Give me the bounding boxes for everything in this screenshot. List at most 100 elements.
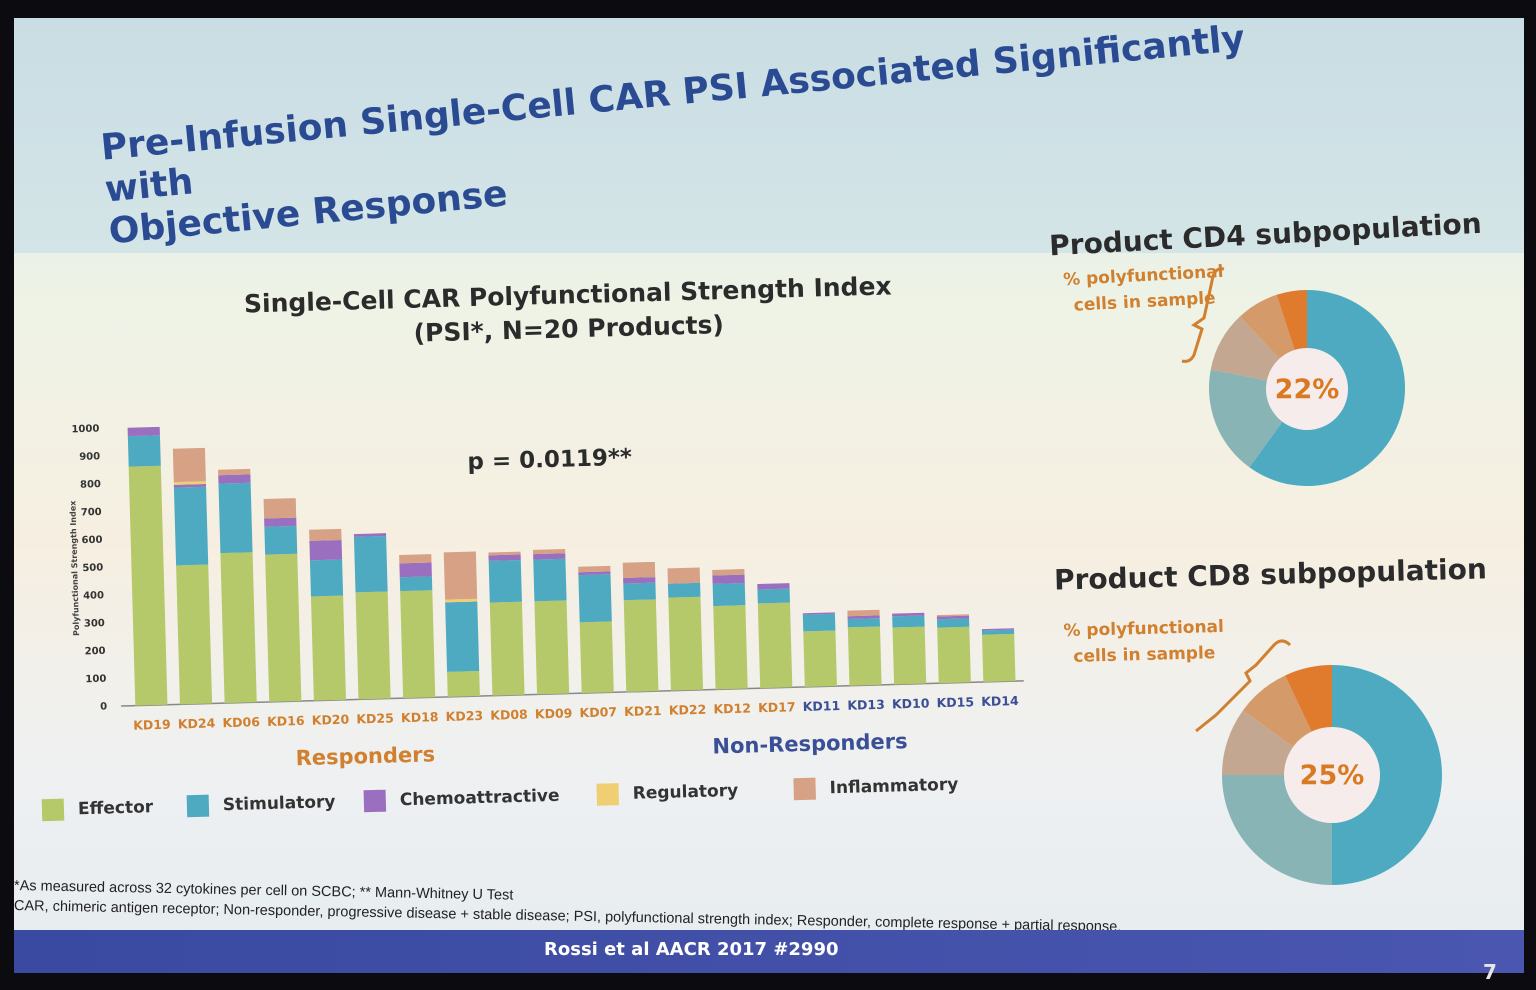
slide-content: Single-Cell CAR Polyfunctional Strength … xyxy=(14,18,1524,973)
nonresponders-label: Non-Responders xyxy=(712,729,908,759)
bar-segment-stimulatory xyxy=(892,615,925,628)
bar-segment-stimulatory xyxy=(802,613,836,632)
bar-segment-stimulatory xyxy=(757,588,790,604)
bar-segment-inflammatory xyxy=(263,498,297,519)
bar-segment-chemoattractive xyxy=(623,577,656,584)
bar-segment-chemoattractive xyxy=(802,612,835,615)
bar-segment-effector xyxy=(534,600,570,695)
bar-segment-stimulatory xyxy=(488,559,522,603)
bar-segment-stimulatory xyxy=(445,601,480,672)
cd4-donut-center: 22% xyxy=(1266,348,1348,430)
x-tick-label: KD20 xyxy=(312,712,350,728)
bar-segment-inflammatory xyxy=(218,468,251,476)
bar-segment-chemoattractive xyxy=(127,426,160,437)
x-tick-label: KD14 xyxy=(981,693,1019,709)
x-tick-label: KD21 xyxy=(624,703,662,719)
bar-segment-inflammatory xyxy=(622,561,656,578)
bar-segment-chemoattractive xyxy=(309,539,343,561)
legend-swatch-effector xyxy=(41,798,65,822)
legend-label-effector: Effector xyxy=(77,797,154,820)
bar-segment-effector xyxy=(982,633,1016,682)
bar-segment-effector xyxy=(579,621,614,694)
bar-segment-effector xyxy=(176,564,213,705)
citation: Rossi et al AACR 2017 #2990 xyxy=(544,939,839,960)
bar-segment-stimulatory xyxy=(712,582,746,607)
bar-segment-stimulatory xyxy=(533,558,567,602)
legend-item-inflammatory: Inflammatory xyxy=(793,774,959,801)
bar-segment-stimulatory xyxy=(353,535,388,593)
chart-title: Single-Cell CAR Polyfunctional Strength … xyxy=(237,269,899,355)
legend-label-chemoattractive: Chemoattractive xyxy=(399,785,560,811)
legend-item-effector: Effector xyxy=(41,796,154,822)
bar-segment-effector xyxy=(400,590,436,699)
y-axis-label: Polyfunctional Strength Index xyxy=(68,500,81,636)
bar-segment-stimulatory xyxy=(399,576,433,592)
bar-segment-effector xyxy=(937,626,971,684)
bar-segment-stimulatory xyxy=(173,486,209,566)
bar-segment-effector xyxy=(447,671,480,697)
responders-label: Responders xyxy=(295,742,436,771)
bar-segment-chemoattractive xyxy=(892,612,925,617)
bar-segment-inflammatory xyxy=(712,569,745,576)
cd8-brace xyxy=(1195,639,1292,733)
x-tick-label: KD07 xyxy=(579,704,617,720)
bar-segment-inflammatory xyxy=(936,614,970,617)
bar-segment-chemoattractive xyxy=(264,517,297,527)
y-tick-label: 800 xyxy=(80,479,101,491)
cd4-brace xyxy=(1181,267,1225,363)
x-tick-label: KD06 xyxy=(222,714,260,730)
legend-label-stimulatory: Stimulatory xyxy=(222,792,336,816)
x-tick-label: KD16 xyxy=(267,713,305,729)
bar-segment-effector xyxy=(757,602,793,689)
bar-segment-chemoattractive xyxy=(533,553,566,560)
bar-segment-inflammatory xyxy=(399,554,432,564)
legend-swatch-inflammatory xyxy=(793,777,816,801)
bar-segment-effector xyxy=(803,630,837,687)
bar-segment-inflammatory xyxy=(443,551,478,600)
x-tick-label: KD22 xyxy=(669,702,707,718)
bar-segment-effector xyxy=(847,626,882,686)
legend: Effector Stimulatory Chemoattractive Reg… xyxy=(41,772,1002,829)
bar-segment-regulatory xyxy=(445,598,478,603)
legend-item-stimulatory: Stimulatory xyxy=(186,791,336,818)
legend-item-chemoattractive: Chemoattractive xyxy=(363,785,560,813)
bar-segment-effector xyxy=(310,595,347,701)
bar-segment-effector xyxy=(265,553,302,702)
x-tick-label: KD12 xyxy=(713,700,751,716)
x-tick-label: KD15 xyxy=(936,694,974,710)
bar-segment-inflammatory xyxy=(667,567,701,584)
bar-segment-stimulatory xyxy=(309,559,344,597)
bar-segment-effector xyxy=(668,596,704,691)
footnotes: *As measured across 32 cytokines per cel… xyxy=(14,876,1414,935)
y-tick-label: 200 xyxy=(85,646,106,658)
bar-segment-inflammatory xyxy=(172,447,206,483)
bar-segment-stimulatory xyxy=(264,525,298,555)
bar-chart: 0 100 200 300 400 500 600 700 800 900 1000 Polyfunc… xyxy=(68,424,1024,733)
bar-segment-inflammatory xyxy=(847,609,880,617)
bar-segment-effector xyxy=(128,465,168,706)
bar-segment-chemoattractive xyxy=(712,574,745,584)
bar-segment-inflammatory xyxy=(578,565,611,573)
y-tick-label: 300 xyxy=(84,618,105,630)
legend-label-inflammatory: Inflammatory xyxy=(829,774,959,799)
bar-segment-effector xyxy=(892,626,927,685)
x-tick-label: KD24 xyxy=(178,715,216,731)
bar-segment-chemoattractive xyxy=(981,628,1015,631)
bar-segment-regulatory xyxy=(173,481,206,485)
bar-segment-chemoattractive xyxy=(218,474,251,484)
bar-segment-effector xyxy=(713,605,748,690)
x-tick-label: KD13 xyxy=(847,697,885,713)
y-tick-label: 500 xyxy=(82,562,103,574)
y-tick-label: 700 xyxy=(81,507,102,519)
y-tick-label: 600 xyxy=(81,535,102,547)
bar-segment-stimulatory xyxy=(218,482,253,554)
bar-segment-stimulatory xyxy=(981,629,1015,635)
bar-segment-chemoattractive xyxy=(847,615,880,620)
legend-swatch-stimulatory xyxy=(186,794,210,818)
y-tick-label: 900 xyxy=(79,451,100,463)
legend-swatch-chemoattractive xyxy=(363,789,387,813)
legend-label-regulatory: Regulatory xyxy=(632,780,739,804)
bar-segment-effector xyxy=(355,591,391,700)
bar-segment-stimulatory xyxy=(127,435,161,467)
bar-segment-inflammatory xyxy=(488,551,521,556)
